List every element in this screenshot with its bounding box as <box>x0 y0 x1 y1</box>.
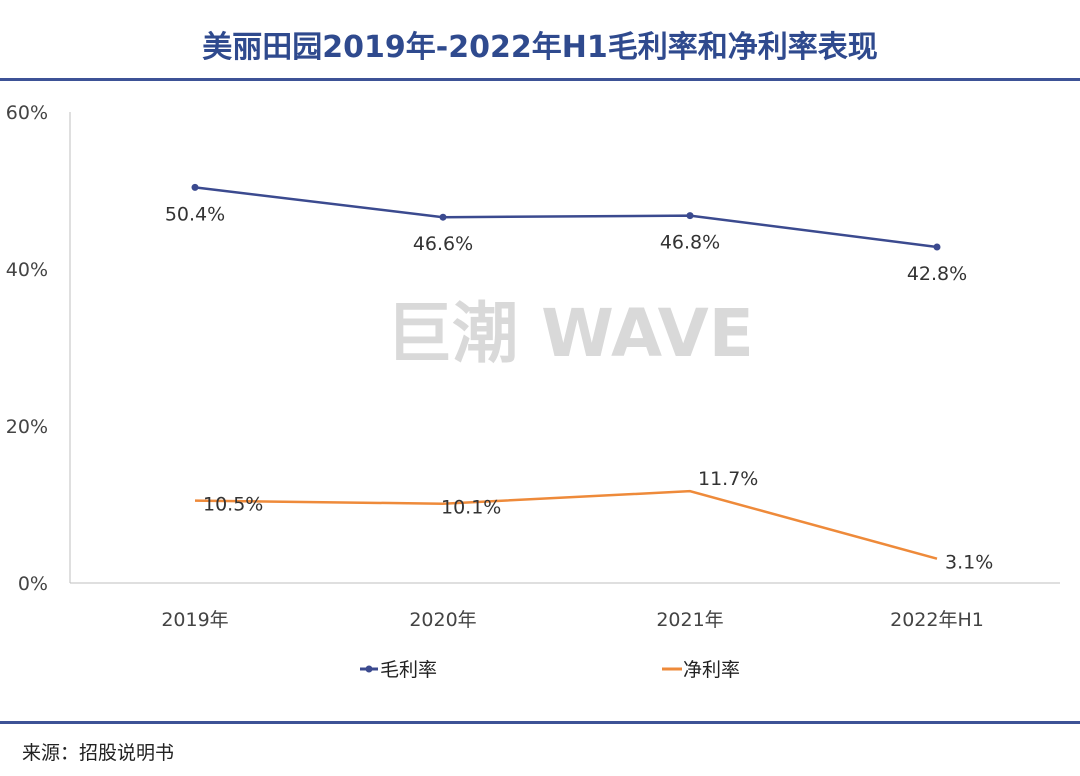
y-tick-label: 40% <box>6 259 48 281</box>
data-label-gross-margin: 50.4% <box>165 203 225 225</box>
data-point-gross-margin <box>191 183 199 191</box>
series-line-net-margin <box>194 489 938 560</box>
x-tick-label: 2021年 <box>656 609 723 631</box>
y-tick-label: 60% <box>6 102 48 124</box>
footer-divider <box>0 721 1080 724</box>
data-label-net-margin: 10.1% <box>441 497 501 519</box>
x-tick-label: 2019年 <box>161 609 228 631</box>
source-note: 来源：招股说明书 <box>22 742 175 764</box>
data-label-net-margin: 3.1% <box>945 552 993 574</box>
data-label-net-margin: 10.5% <box>203 494 263 516</box>
watermark: 巨潮 WAVE <box>386 295 754 372</box>
data-label-net-margin: 11.7% <box>698 468 758 490</box>
data-point-gross-margin <box>686 212 694 220</box>
x-tick-label: 2020年 <box>409 609 476 631</box>
y-tick-label: 20% <box>6 416 48 438</box>
title-divider <box>0 78 1080 81</box>
chart-title: 美丽田园2019年-2022年H1毛利率和净利率表现 <box>202 30 878 65</box>
series-line-gross-margin <box>194 186 938 249</box>
x-tick-label: 2022年H1 <box>890 609 984 631</box>
y-tick-label: 0% <box>18 573 48 595</box>
data-point-gross-margin <box>439 213 447 221</box>
data-label-gross-margin: 46.8% <box>660 232 720 254</box>
data-point-gross-margin <box>933 243 941 251</box>
legend-marker-gross-margin <box>365 665 373 673</box>
legend-label-net-margin: 净利率 <box>683 659 740 681</box>
legend-label-gross-margin: 毛利率 <box>380 659 437 681</box>
data-label-gross-margin: 46.6% <box>413 233 473 255</box>
data-label-gross-margin: 42.8% <box>907 263 967 285</box>
